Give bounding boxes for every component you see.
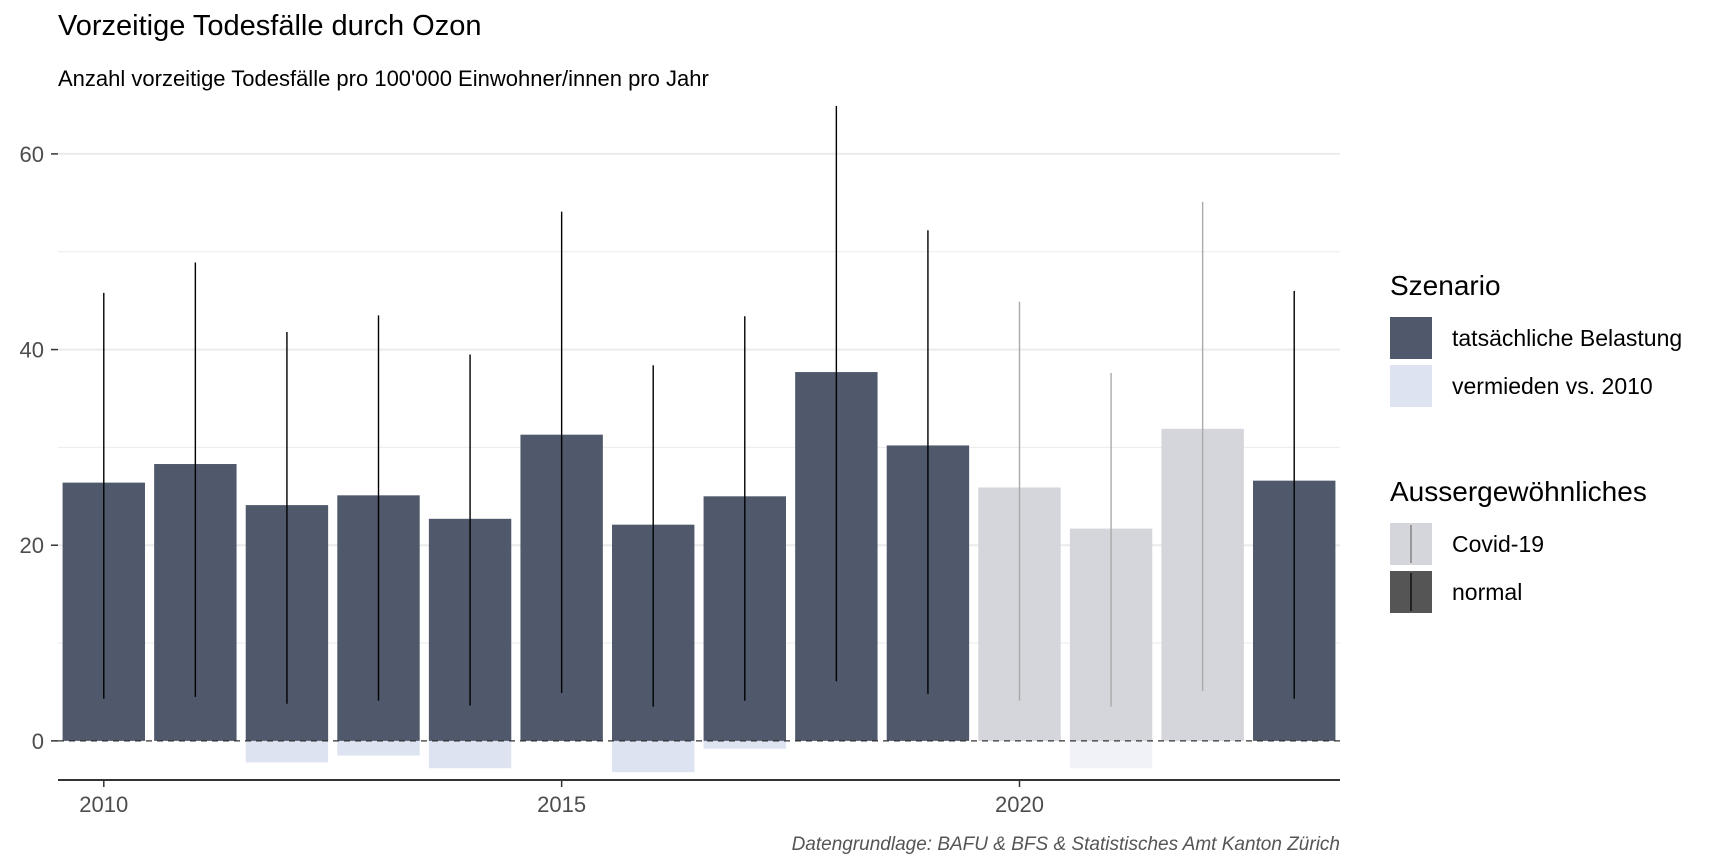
x-tick-label: 2015	[537, 792, 586, 817]
bar-avoided-2017	[703, 740, 786, 749]
legend-key-avoided	[1390, 365, 1432, 407]
chart-caption: Datengrundlage: BAFU & BFS & Statistisch…	[791, 834, 1340, 855]
legend-aussergewoehnlich-title: Aussergewöhnliches	[1390, 476, 1647, 507]
bar-avoided-2016	[612, 740, 695, 773]
chart-title: Vorzeitige Todesfälle durch Ozon	[58, 10, 482, 42]
y-tick-label: 20	[20, 533, 44, 558]
bar-avoided-2021	[1069, 740, 1153, 769]
legend-item-covid: Covid-19	[1390, 523, 1544, 565]
legend-key-line	[1410, 573, 1412, 611]
legend-key-actual	[1390, 317, 1432, 359]
bar-avoided-2014	[428, 740, 512, 769]
y-tick-label: 60	[20, 142, 44, 167]
legend-item-normal: normal	[1390, 571, 1522, 613]
legend-aussergewoehnlich: Aussergewöhnliches Covid-19 normal	[1390, 476, 1647, 613]
legend-szenario: Szenario tatsächliche Belastung vermiede…	[1390, 270, 1682, 407]
x-tick-label: 2010	[79, 792, 128, 817]
legend-label-actual: tatsächliche Belastung	[1452, 324, 1683, 351]
bar-avoided-2013	[337, 740, 420, 756]
legend-label-normal: normal	[1452, 578, 1523, 605]
y-tick-label: 40	[20, 338, 44, 363]
legend-label-covid: Covid-19	[1452, 530, 1545, 557]
chart-subtitle: Anzahl vorzeitige Todesfälle pro 100'000…	[58, 66, 709, 91]
y-tick-label: 0	[32, 729, 44, 754]
legend-key-covid	[1390, 523, 1432, 565]
x-tick-label: 2020	[995, 792, 1044, 817]
legend-label-avoided: vermieden vs. 2010	[1452, 372, 1653, 399]
bar-avoided-2012	[245, 740, 329, 763]
legend-item-actual: tatsächliche Belastung	[1390, 317, 1682, 359]
legend-item-avoided: vermieden vs. 2010	[1390, 365, 1653, 407]
legend-key-line	[1410, 525, 1412, 563]
legend-szenario-title: Szenario	[1390, 270, 1501, 301]
legend-key-normal	[1390, 571, 1432, 613]
